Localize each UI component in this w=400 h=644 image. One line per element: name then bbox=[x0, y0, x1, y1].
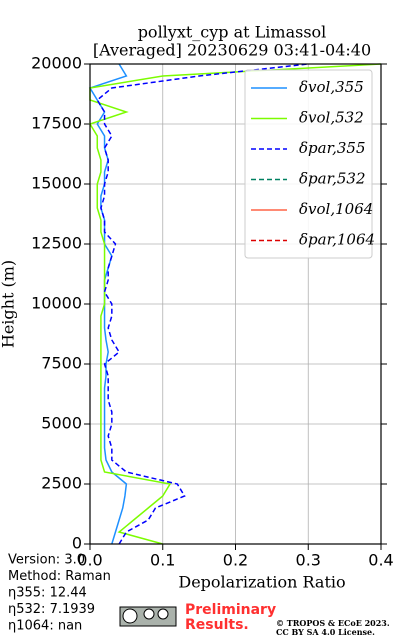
annotation: Method: Raman bbox=[8, 569, 111, 584]
y-tick-label: 17500 bbox=[31, 114, 82, 133]
badge-line: Results. bbox=[185, 617, 249, 633]
plot-frame bbox=[89, 63, 382, 545]
y-tick-label: 5000 bbox=[41, 414, 82, 433]
x-tick-label: 0.1 bbox=[150, 551, 175, 570]
y-tick-label: 12500 bbox=[31, 234, 82, 253]
annotation: η355: 12.44 bbox=[8, 586, 87, 601]
legend-label: δvol,355 bbox=[299, 78, 364, 96]
annotation: η1064: nan bbox=[8, 619, 82, 634]
chart-subtitle: [Averaged] 20230629 03:41-04:40 bbox=[93, 41, 371, 60]
badge-line: Preliminary bbox=[185, 602, 276, 618]
y-axis-label: Height (m) bbox=[0, 260, 18, 348]
x-tick-label: 0.4 bbox=[368, 551, 393, 570]
legend-label: δpar,1064 bbox=[299, 231, 375, 249]
y-tick-label: 7500 bbox=[41, 354, 82, 373]
y-tick-label: 0 bbox=[72, 534, 82, 553]
x-tick-label: 0.2 bbox=[223, 551, 248, 570]
legend-label: δvol,1064 bbox=[299, 200, 373, 218]
x-axis-label: Depolarization Ratio bbox=[178, 573, 345, 592]
legend: δvol,355 δvol,532 δpar,355 δpar,532 δvol,106… bbox=[244, 69, 375, 259]
chart-title: pollyxt_cyp at Limassol bbox=[138, 23, 327, 42]
y-tick-label: 20000 bbox=[31, 54, 82, 73]
profile-line bbox=[96, 63, 309, 545]
y-tick-label: 15000 bbox=[31, 174, 82, 193]
annotation: η532: 7.1939 bbox=[8, 602, 95, 617]
copyright: © TROPOS & ECoE 2023. bbox=[276, 618, 390, 628]
y-tick-label: 10000 bbox=[31, 294, 82, 313]
legend-label: δvol,532 bbox=[299, 109, 364, 127]
legend-box bbox=[244, 69, 373, 259]
cc-icon bbox=[119, 606, 177, 627]
x-tick-label: 0.0 bbox=[77, 551, 102, 570]
annotation: Version: 3.0 bbox=[8, 553, 85, 568]
x-tick-label: 0.3 bbox=[296, 551, 321, 570]
legend-label: δpar,532 bbox=[299, 170, 366, 188]
y-tick-label: 2500 bbox=[41, 474, 82, 493]
legend-label: δpar,355 bbox=[299, 139, 366, 157]
copyright: CC BY SA 4.0 License. bbox=[276, 627, 375, 637]
profile-line bbox=[88, 63, 382, 545]
